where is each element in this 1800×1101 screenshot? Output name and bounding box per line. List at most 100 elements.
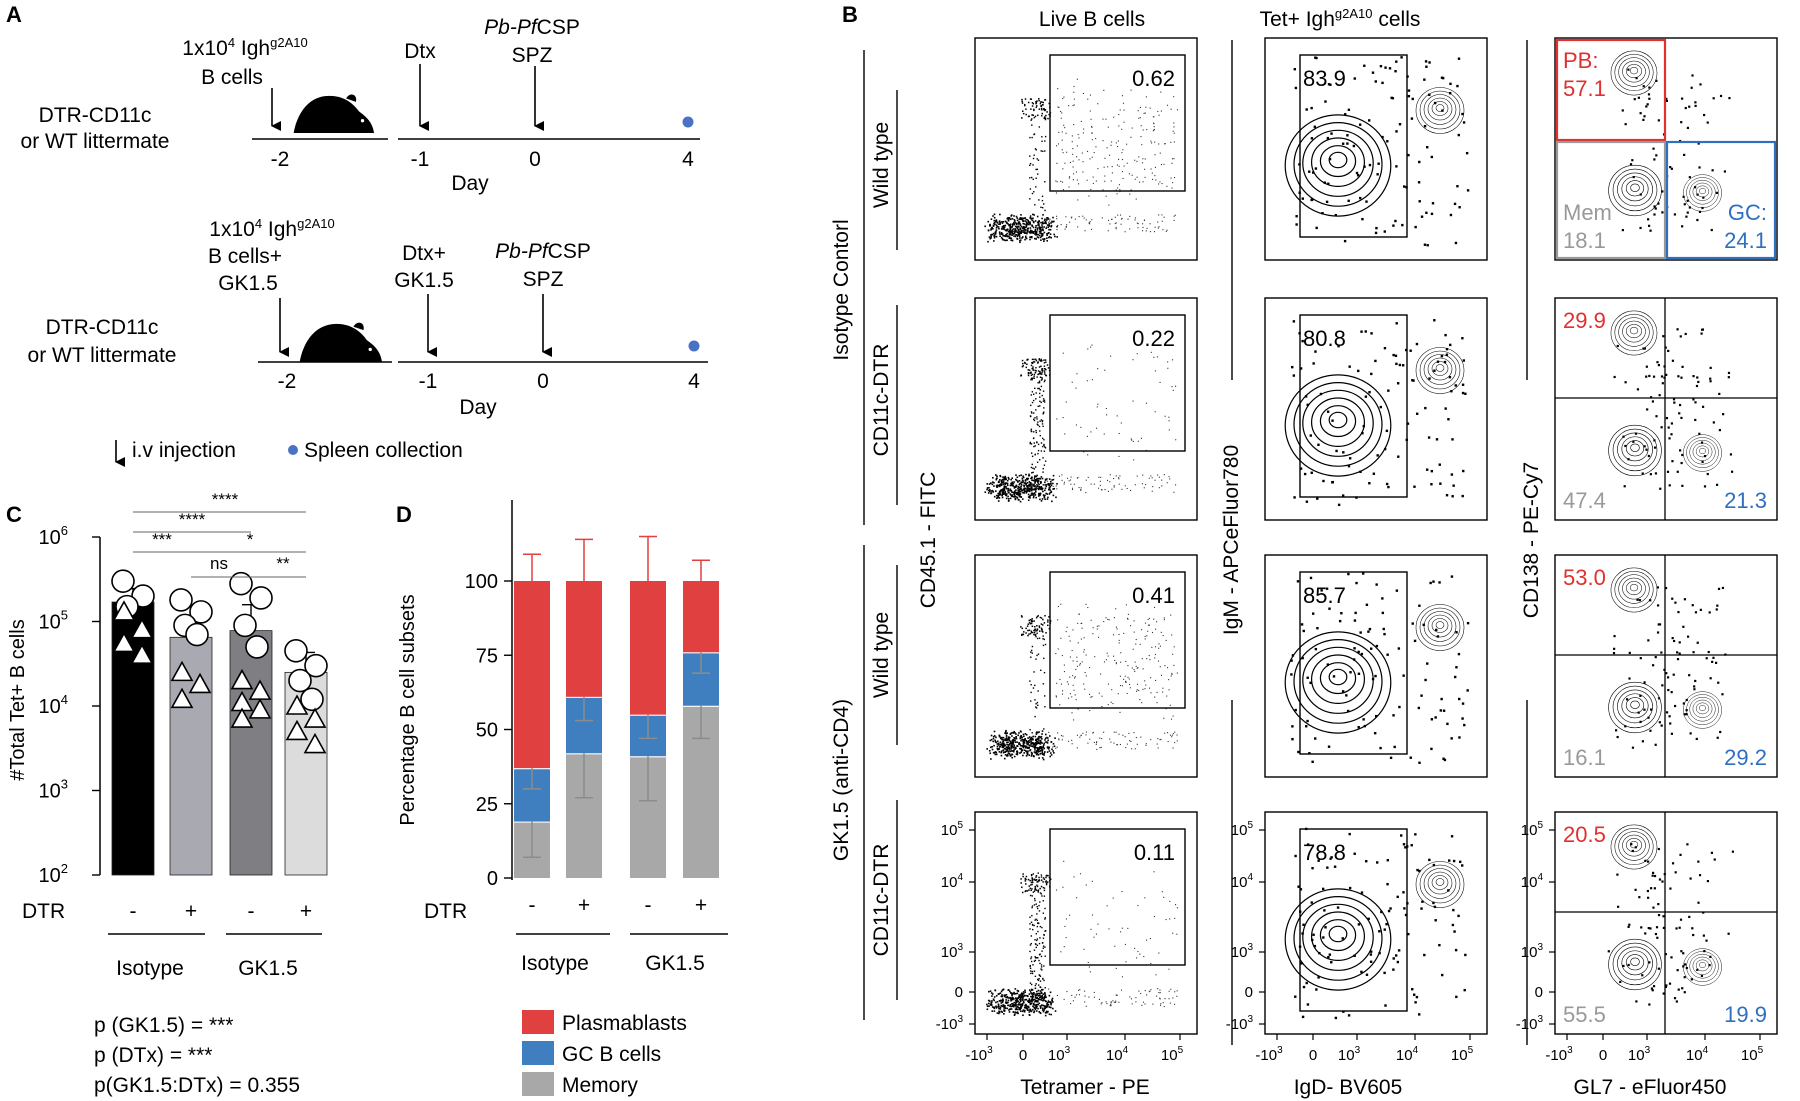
row-label: Wild type (870, 612, 893, 698)
facs-dot (1353, 852, 1356, 855)
col2-xlabel: IgD- BV605 (1294, 1076, 1403, 1099)
facs-dot (1005, 229, 1008, 231)
facs-dot (1150, 989, 1152, 991)
facs-dot (1430, 483, 1433, 486)
facs-dot (1043, 365, 1046, 367)
facs-dot (1011, 239, 1014, 242)
facs-dot (1013, 730, 1015, 733)
facs-dot (987, 229, 990, 232)
facs-dot (1678, 412, 1681, 415)
facs-dot (1034, 956, 1036, 958)
facs-dot (1040, 419, 1043, 421)
col3-ylabel: CD138 - PE-Cy7 (1520, 462, 1543, 618)
facs-dot (1327, 182, 1330, 185)
facs-dot (1127, 613, 1129, 615)
facs-dot (1040, 669, 1042, 672)
facs-dot (1171, 673, 1173, 676)
facs-dot (1017, 493, 1019, 496)
facs-dot (1650, 708, 1653, 711)
facs-dot (1041, 950, 1043, 952)
facs-dot (1103, 620, 1105, 623)
facs-dot (1042, 238, 1044, 240)
facs-dot (1060, 603, 1062, 605)
facs-dot (1652, 147, 1655, 150)
facs-dot (1040, 476, 1043, 478)
facs-dot (1033, 488, 1036, 491)
facs-dot (1029, 1008, 1032, 1011)
facs-dot (1396, 382, 1400, 385)
facs-dot (1031, 494, 1034, 496)
facs-dot (1688, 674, 1691, 677)
facs-dot (990, 1001, 993, 1004)
facs-dot (1076, 660, 1078, 662)
facs-dot (1023, 226, 1026, 229)
facs-dot (1150, 962, 1152, 965)
facs-dot (1050, 224, 1053, 227)
y-tick-label: 103 (941, 942, 964, 961)
facs-dot (1037, 449, 1040, 452)
facs-dot (1061, 739, 1063, 741)
facs-dot (1061, 181, 1064, 183)
facs-dot (1030, 622, 1033, 625)
facs-dot (1044, 1014, 1047, 1017)
facs-dot (1694, 186, 1697, 189)
facs-dot (1041, 995, 1043, 998)
facs-dot (1015, 474, 1017, 476)
facs-dot (1019, 1003, 1021, 1006)
facs-dot (1032, 999, 1035, 1001)
facs-dot (1461, 391, 1465, 395)
facs-dot (1020, 735, 1022, 738)
facs-dot (1101, 217, 1103, 219)
facs-dot (1044, 987, 1046, 989)
facs-dot (1118, 125, 1120, 127)
facs-dot (1011, 226, 1013, 228)
facs-dot (1033, 109, 1035, 112)
facs-dot (986, 1003, 988, 1006)
facs-dot (1048, 236, 1050, 239)
facs-dot (1712, 421, 1715, 424)
facs-dot (1051, 1000, 1053, 1002)
facs-dot (1043, 443, 1045, 446)
facs-dot (1643, 347, 1646, 350)
facs-dot (1042, 999, 1044, 1002)
panel-c-group-label: GK1.5 (238, 957, 298, 980)
facs-dot (1655, 926, 1659, 929)
facs-dot (1038, 366, 1041, 368)
facs-dot (1033, 375, 1035, 377)
facs-dot (1078, 137, 1080, 139)
facs-dot (1018, 479, 1021, 482)
facs-dot (1681, 225, 1684, 228)
facs-dot (1064, 127, 1066, 129)
facs-dot (1136, 160, 1138, 162)
facs-dot (1036, 632, 1038, 634)
facs-dot (1044, 999, 1046, 1002)
facs-dot (1159, 739, 1161, 741)
facs-dot (1085, 884, 1087, 886)
facs-dot (1154, 696, 1156, 698)
facs-dot (1033, 492, 1036, 494)
facs-dot (1127, 618, 1129, 620)
facs-dot (1044, 484, 1046, 486)
c-sig-label: **** (212, 490, 239, 509)
facs-dot (996, 225, 998, 228)
facs-dot (1664, 346, 1667, 349)
facs-dot (1014, 498, 1017, 501)
facs-dot (1112, 634, 1114, 636)
facs-dot (1711, 169, 1714, 172)
facs-dot (1115, 663, 1118, 665)
facs-dot (1114, 216, 1116, 218)
facs-dot (1168, 476, 1170, 478)
facs-dot (1043, 359, 1045, 361)
facs-dot (1043, 370, 1045, 372)
facs-dot (993, 1010, 996, 1012)
facs-dot (1638, 599, 1641, 602)
facs-dot (1040, 107, 1043, 110)
facs-dot (1034, 494, 1037, 496)
facs-dot (1039, 992, 1041, 995)
facs-dot (1071, 712, 1073, 714)
facs-dot (1164, 998, 1166, 1000)
facs-dot (1139, 117, 1141, 119)
facs-dot (1117, 140, 1119, 142)
facs-dot (1097, 636, 1100, 638)
facs-dot (1353, 647, 1356, 650)
